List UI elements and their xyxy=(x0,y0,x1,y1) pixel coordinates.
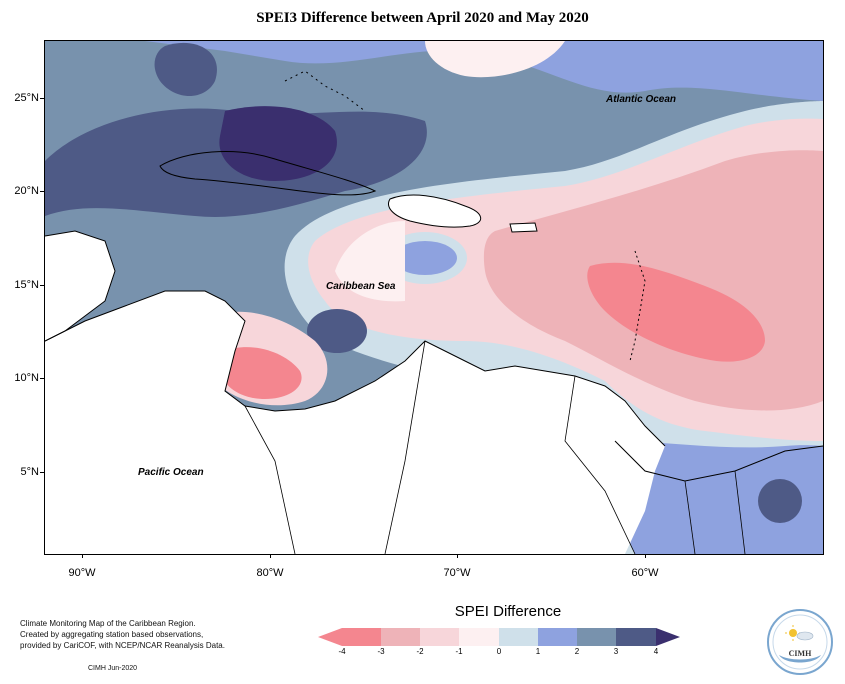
field-guiana-dark xyxy=(758,479,802,523)
lat-tick xyxy=(40,98,44,99)
field-red-east xyxy=(587,262,765,362)
legend-tick-label: 0 xyxy=(496,647,502,656)
lat-label-15: 15°N xyxy=(14,279,39,291)
legend-tick-label: -1 xyxy=(455,647,463,656)
legend-tick-label: 3 xyxy=(613,647,619,656)
land-cuba-outline xyxy=(159,151,377,196)
lat-label-10: 10°N xyxy=(14,372,39,384)
lon-label-60: 60°W xyxy=(631,567,659,579)
label-caribbean-sea: Caribbean Sea xyxy=(326,281,396,292)
cimh-logo: CIMH xyxy=(767,609,833,675)
lon-tick xyxy=(457,554,458,558)
legend-swatch xyxy=(538,628,577,646)
field-guiana-blue xyxy=(613,441,823,554)
field-florida-blue xyxy=(154,42,217,96)
field-central-light xyxy=(335,221,405,302)
lat-tick xyxy=(40,378,44,379)
field-top-band xyxy=(45,41,823,101)
legend-tick-label: 2 xyxy=(574,647,580,656)
legend-swatch xyxy=(616,628,656,646)
land-hispaniola xyxy=(388,194,482,228)
lon-tick xyxy=(270,554,271,558)
legend-ticks: -4 -3 -2 -1 0 1 2 3 4 xyxy=(318,647,680,661)
field-top-pink xyxy=(425,41,565,78)
lat-label-20: 20°N xyxy=(14,185,39,197)
legend-arrow-right xyxy=(656,628,680,646)
land-central-south-america xyxy=(45,291,665,554)
map-panel xyxy=(44,40,824,555)
legend-tick-label: -2 xyxy=(416,647,424,656)
map-title: SPEI3 Difference between April 2020 and … xyxy=(256,10,589,26)
field-colombia-dark xyxy=(307,309,367,353)
footer-note-line1: Climate Monitoring Map of the Caribbean … xyxy=(20,619,196,628)
field-darkest-blue xyxy=(219,106,337,181)
legend-tick-label: 4 xyxy=(653,647,659,656)
lesser-antilles xyxy=(629,250,646,362)
legend-swatch xyxy=(420,628,459,646)
lat-label-5: 5°N xyxy=(20,466,39,478)
legend-swatch xyxy=(342,628,381,646)
lat-tick xyxy=(40,285,44,286)
footer-note-line2: Created by aggregating station based obs… xyxy=(20,630,204,639)
legend-swatch xyxy=(459,628,499,646)
field-hispaniola-blue xyxy=(393,241,457,275)
lon-tick xyxy=(645,554,646,558)
legend-tick-label: -3 xyxy=(377,647,385,656)
logo-text: CIMH xyxy=(788,649,812,658)
legend-colorbar xyxy=(318,628,680,646)
legend-swatch xyxy=(381,628,420,646)
footer-note: Climate Monitoring Map of the Caribbean … xyxy=(20,618,240,651)
lon-label-70: 70°W xyxy=(443,567,471,579)
spei-field xyxy=(45,41,823,554)
footer-note-line3: provided by CariCOF, with NCEP/NCAR Rean… xyxy=(20,641,225,650)
lon-label-80: 80°W xyxy=(256,567,284,579)
label-atlantic-ocean: Atlantic Ocean xyxy=(606,94,677,105)
legend-tick-label: 1 xyxy=(535,647,541,656)
legend-arrow-left xyxy=(318,628,342,646)
bahamas xyxy=(284,70,366,112)
label-pacific-ocean: Pacific Ocean xyxy=(138,467,204,478)
lat-label-25: 25°N xyxy=(14,92,39,104)
legend-title: SPEI Difference xyxy=(454,603,562,620)
lon-label-90: 90°W xyxy=(68,567,96,579)
lat-tick xyxy=(40,472,44,473)
logo-icon xyxy=(772,614,828,670)
footer-credit: CIMH Jun-2020 xyxy=(88,665,138,672)
lon-tick xyxy=(82,554,83,558)
legend-swatch xyxy=(577,628,616,646)
land-puerto-rico xyxy=(509,222,538,233)
field-pacific-red xyxy=(219,347,302,399)
legend-tick-label: -4 xyxy=(338,647,346,656)
lat-tick xyxy=(40,191,44,192)
land-mexico xyxy=(45,231,115,341)
legend-swatch xyxy=(499,628,538,646)
